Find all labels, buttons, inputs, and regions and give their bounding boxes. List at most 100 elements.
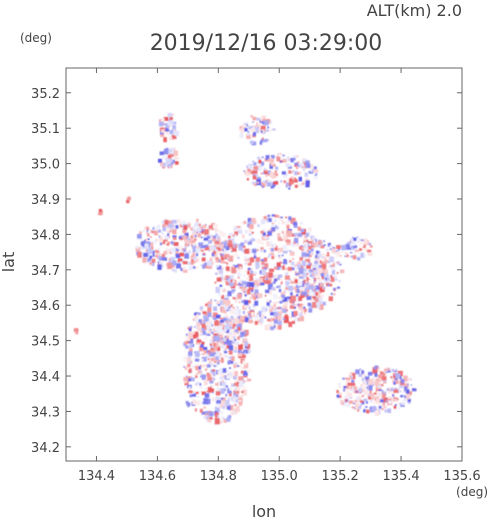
echo-cell [222,288,226,292]
echo-cell [210,348,215,352]
echo-cell [176,263,181,269]
echo-cell [366,249,372,253]
echo-cell [358,238,362,243]
echo-cell [196,339,202,343]
echo-cell [407,383,409,386]
echo-cell [342,401,347,407]
echo-cell [144,243,149,249]
echo-cell [320,272,324,277]
echo-cell [202,245,206,248]
echo-cell [361,389,365,392]
echo-cell [201,356,207,362]
echo-cell [282,221,285,225]
echo-cell [303,308,307,312]
echo-cell [200,329,205,334]
echo-cell [189,326,193,329]
echo-cell [248,224,254,230]
echo-cell [187,223,191,228]
echo-cell [281,262,285,265]
echo-cell [229,319,231,322]
echo-cell [169,121,174,124]
echo-cell [277,277,280,280]
echo-cell [223,318,228,322]
echo-cell [363,238,368,244]
echo-cell [377,384,382,388]
echo-cell [224,307,228,310]
echo-cell [394,397,397,400]
echo-cell [195,229,197,232]
isolated-echo-cell [75,331,79,335]
echo-cell [243,290,248,296]
echo-cell [230,371,235,378]
echo-cell [149,253,152,256]
echo-cell [200,221,203,224]
echo-cell [248,233,252,236]
echo-cell [173,162,176,165]
echo-cell [192,365,195,368]
y-tick-label: 34.7 [31,264,60,279]
echo-cell [192,225,196,231]
echo-cell [398,390,402,393]
isolated-echo-cell [187,402,191,406]
echo-cell [310,268,314,271]
echo-cell [217,325,223,332]
echo-cell [200,375,203,378]
echo-cell [276,266,281,270]
echo-cell [250,115,253,118]
echo-cell [294,303,297,306]
echo-cell [327,284,330,287]
echo-cell [189,394,193,398]
echo-cell [315,254,318,259]
echo-cell [275,301,279,304]
echo-cell [199,383,202,386]
echo-cell [306,289,310,293]
echo-cell [264,138,269,142]
echo-cell [356,396,360,401]
echo-cell [287,249,289,252]
echo-cell [252,116,257,121]
echo-cell [243,290,246,293]
echo-cell [221,257,224,260]
echo-cell [336,245,341,249]
echo-cell [218,380,222,383]
echo-cell [230,334,236,338]
echo-cell [226,358,229,360]
echo-cell [203,406,206,409]
echo-cell [241,287,245,292]
echo-cell [178,236,182,239]
echo-cell [305,253,310,257]
echo-cell [199,364,202,368]
echo-cell [196,256,201,260]
echo-cell [196,218,199,223]
echo-cell [137,251,142,258]
echo-cell [198,319,203,325]
echo-cell [244,317,250,323]
echo-cell [207,312,212,317]
echo-cell [256,245,259,247]
echo-cell [307,302,312,306]
echo-cell [238,376,244,382]
echo-cell [255,293,260,299]
echo-cell [248,313,250,315]
echo-cell [228,345,234,351]
echo-cell [330,262,334,265]
echo-cell [366,382,369,385]
echo-cell [221,322,225,326]
echo-cell [215,264,219,268]
echo-cell [190,235,194,238]
echo-cell [363,380,367,384]
echo-cell [285,299,289,302]
echo-cell [348,400,354,404]
echo-cell [282,289,286,293]
echo-cell [298,303,303,309]
echo-cell [324,274,327,278]
echo-cell [243,275,246,277]
echo-cell [282,297,288,303]
echo-cell [227,290,232,297]
echo-cell [221,248,224,252]
echo-cell [263,249,267,253]
echo-cell [232,264,235,267]
echo-cell [229,387,233,391]
echo-cell [244,315,247,318]
echo-cell [279,153,282,155]
